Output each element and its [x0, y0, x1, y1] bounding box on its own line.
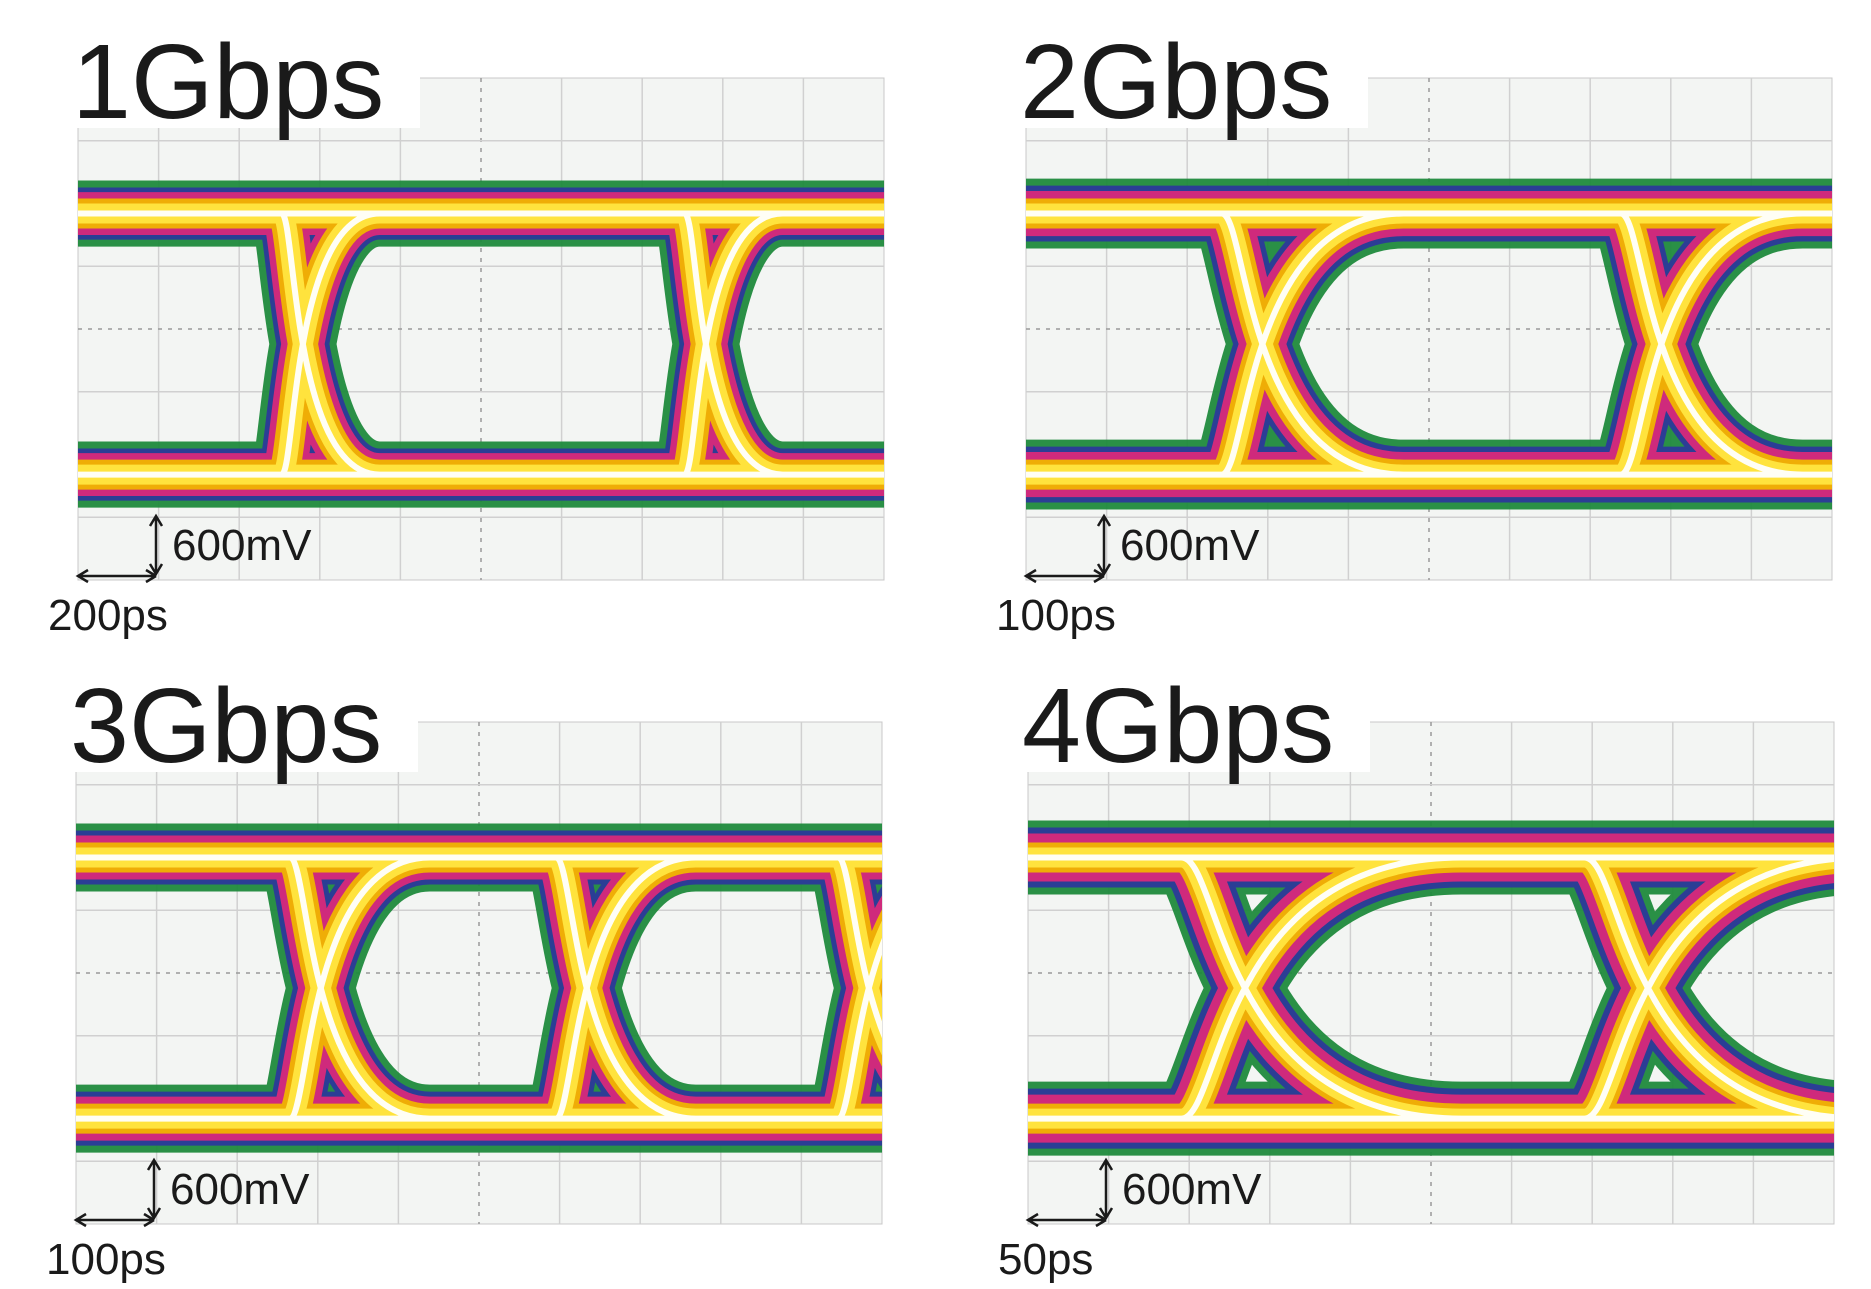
title-backdrop	[70, 18, 420, 128]
eye-trace	[78, 210, 884, 478]
title-backdrop	[1018, 18, 1368, 128]
time-arrow	[1025, 1212, 1107, 1228]
panel-title: 2Gbps	[1020, 23, 1332, 141]
eye-trace	[1026, 210, 1832, 478]
eye-panel: 4Gbps 600mV 50ps	[998, 662, 1835, 1284]
voltage-arrow	[148, 513, 164, 577]
panel-title: 1Gbps	[72, 23, 384, 141]
title-backdrop	[68, 662, 418, 772]
voltage-arrow	[1096, 513, 1112, 577]
voltage-arrow	[1098, 1157, 1114, 1221]
voltage-scale: 600mV	[172, 521, 312, 570]
eye-traces	[1028, 820, 1834, 1156]
title-backdrop	[1020, 662, 1370, 772]
voltage-scale: 600mV	[1122, 1165, 1262, 1214]
panel-title: 3Gbps	[70, 667, 382, 785]
time-arrow	[1023, 568, 1105, 584]
time-arrow	[75, 568, 157, 584]
eye-traces	[76, 823, 882, 1153]
time-scale: 100ps	[46, 1235, 166, 1284]
time-scale: 50ps	[998, 1235, 1093, 1284]
time-scale: 200ps	[48, 591, 168, 640]
panel-title: 4Gbps	[1022, 667, 1334, 785]
eye-trace	[76, 854, 882, 1122]
voltage-scale: 600mV	[1120, 521, 1260, 570]
time-scale: 100ps	[996, 591, 1116, 640]
voltage-scale: 600mV	[170, 1165, 310, 1214]
eye-traces	[1026, 178, 1832, 510]
time-arrow	[73, 1212, 155, 1228]
eye-traces	[78, 180, 884, 508]
voltage-arrow	[146, 1157, 162, 1221]
eye-trace	[1028, 854, 1834, 1122]
